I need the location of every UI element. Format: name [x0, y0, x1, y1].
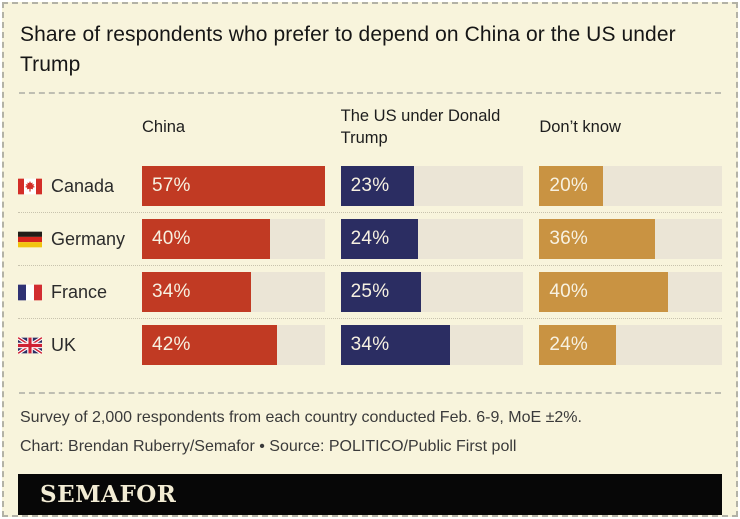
bar-track: 40% — [539, 272, 722, 312]
country-label: UK — [51, 334, 77, 355]
bar-segment: 25% — [340, 272, 421, 312]
bar-segment: 57% — [142, 166, 325, 206]
bar-value-label: 40% — [152, 228, 191, 249]
chart-row-uk: UK 42% 34% 24% — [18, 318, 722, 371]
bar-value-label: 57% — [152, 175, 191, 196]
bar-track: 42% — [142, 325, 325, 365]
bar-segment: 42% — [142, 325, 277, 365]
bar-value-label: 25% — [350, 281, 390, 302]
bar-value-label: 24% — [549, 334, 588, 355]
row-label-canada: Canada — [18, 176, 126, 197]
country-label: Germany — [51, 228, 126, 249]
bar-track: 24% — [539, 325, 722, 365]
chart-row-france: France 34% 25% 40% — [18, 265, 722, 318]
row-label-france: France — [18, 282, 126, 303]
credit-note: Chart: Brendan Ruberry/Semafor • Source:… — [20, 438, 517, 455]
bar-segment: 34% — [142, 272, 251, 312]
bar-segment: 40% — [142, 219, 271, 259]
flag-france-icon — [18, 284, 42, 301]
flag-uk-icon — [18, 336, 42, 354]
semafor-logo: SEMAFOR — [40, 481, 177, 508]
column-header-china: China — [142, 118, 186, 136]
row-label-uk: UK — [18, 335, 126, 356]
column-header-dont-know: Don’t know — [539, 118, 621, 136]
bar-value-label: 36% — [549, 228, 588, 249]
chart-row-germany: Germany 40% 24% 36% — [18, 212, 722, 265]
bar-value-label: 34% — [350, 334, 390, 355]
chart-title: Share of respondents who prefer to depen… — [20, 23, 676, 76]
bar-segment: 24% — [539, 325, 617, 365]
survey-note: Survey of 2,000 respondents from each co… — [20, 409, 582, 426]
bar-track: 25% — [340, 272, 524, 312]
semafor-logo-bar: SEMAFOR — [18, 474, 722, 515]
column-header-us: The US under Donald Trump — [340, 107, 501, 147]
bar-value-label: 24% — [350, 228, 390, 249]
country-label: France — [51, 281, 108, 302]
flag-germany-icon — [18, 231, 42, 248]
bar-track: 34% — [340, 325, 524, 365]
flag-canada-icon — [18, 178, 42, 195]
bar-track: 24% — [340, 219, 524, 259]
bar-segment: 20% — [539, 166, 604, 206]
bar-segment: 36% — [539, 219, 655, 259]
bar-track: 57% — [142, 166, 325, 206]
bar-track: 20% — [539, 166, 722, 206]
bar-value-label: 40% — [549, 281, 588, 302]
row-label-germany: Germany — [18, 229, 126, 250]
bar-value-label: 20% — [549, 175, 588, 196]
bar-track: 23% — [340, 166, 524, 206]
country-label: Canada — [51, 175, 115, 196]
bar-track: 40% — [142, 219, 325, 259]
bar-value-label: 34% — [152, 281, 191, 302]
bar-segment: 24% — [340, 219, 418, 259]
bar-segment: 40% — [539, 272, 668, 312]
bar-value-label: 23% — [350, 175, 390, 196]
bar-segment: 34% — [340, 325, 450, 365]
bar-track: 36% — [539, 219, 722, 259]
column-headers: China The US under Donald Trump Don’t kn… — [18, 94, 722, 158]
footer-divider — [19, 392, 721, 394]
chart-row-canada: Canada 57% 23% 20% — [18, 160, 722, 212]
bar-segment: 23% — [340, 166, 415, 206]
bar-track: 34% — [142, 272, 325, 312]
title-divider — [19, 92, 721, 94]
chart-rows: Canada 57% 23% 20% Germany 40% 24% 36% France 34%… — [18, 160, 722, 371]
bar-value-label: 42% — [152, 334, 191, 355]
